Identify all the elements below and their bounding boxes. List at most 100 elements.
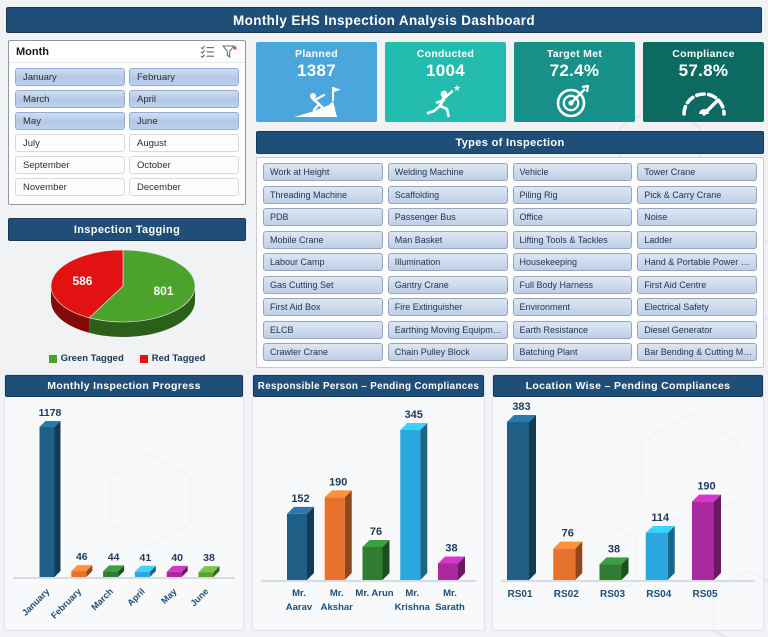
type-button[interactable]: Tower Crane: [637, 163, 757, 181]
month-button-july[interactable]: July: [15, 134, 125, 152]
month-button-june[interactable]: June: [129, 112, 239, 130]
kpi-value: 1387: [296, 61, 337, 80]
type-button[interactable]: First Aid Box: [263, 298, 383, 316]
type-button[interactable]: First Aid Centre: [637, 275, 757, 294]
type-button[interactable]: Chain Pulley Block: [387, 343, 508, 361]
month-button-december[interactable]: December: [129, 178, 239, 196]
type-button[interactable]: Gantry Crane: [387, 275, 508, 294]
type-button[interactable]: Environment: [512, 298, 633, 316]
bar-category-label: June: [188, 586, 210, 608]
type-button[interactable]: Gas Cutting Set: [263, 275, 383, 294]
type-button[interactable]: Illumination: [387, 253, 508, 271]
bar-category-label: RS03: [600, 589, 625, 600]
bar-value-label: 383: [512, 401, 530, 413]
target-arrow-icon: [549, 83, 601, 124]
type-button[interactable]: Threading Machine: [263, 185, 383, 204]
bar-category-label: Mr.: [330, 588, 344, 599]
type-button[interactable]: Welding Machine: [387, 163, 508, 181]
bar-value-label: 190: [697, 481, 715, 493]
bar-mr-akshar[interactable]: [324, 490, 352, 580]
type-button[interactable]: Work at Height: [263, 163, 383, 181]
type-button[interactable]: Fire Extinguisher: [387, 298, 508, 316]
type-button[interactable]: Passenger Bus: [387, 208, 508, 226]
bar-value-label: 345: [405, 409, 423, 421]
pie-data-label: 586: [72, 274, 92, 288]
page-title: Monthly EHS Inspection Analysis Dashboar…: [6, 7, 762, 33]
kpi-label: Target Met: [546, 48, 603, 60]
type-button[interactable]: Earthing Moving Equipm…: [387, 320, 508, 339]
bar-june[interactable]: [198, 566, 220, 577]
month-button-august[interactable]: August: [129, 134, 239, 152]
type-button[interactable]: Labour Camp: [263, 253, 383, 271]
month-button-january[interactable]: January: [15, 68, 125, 86]
type-button[interactable]: Batching Plant: [512, 343, 633, 361]
legend-item: Red Tagged: [139, 353, 205, 364]
type-button[interactable]: Vehicle: [512, 163, 633, 181]
month-button-november[interactable]: November: [15, 178, 125, 196]
kpi-card-target-met: Target Met 72.4%: [514, 42, 635, 122]
type-button[interactable]: Noise: [637, 208, 757, 226]
bar-value-label: 40: [171, 552, 183, 564]
type-button[interactable]: Piling Rig: [512, 185, 633, 204]
type-button[interactable]: Office: [512, 208, 633, 226]
bar-category-label: Sarath: [435, 602, 465, 613]
kpi-row: Planned 1387 Conducted 1004 ★: [256, 42, 764, 122]
month-slicer: Month January February March April May June Ju…: [8, 40, 246, 205]
month-button-february[interactable]: February: [129, 68, 239, 86]
type-button[interactable]: PDB: [263, 208, 383, 226]
bar-march[interactable]: [103, 565, 125, 577]
responsible-person-pending-chart: 152 Mr. Aarav 190 Mr. Akshar 76 Mr. Arun 345 Mr. K…: [261, 409, 476, 613]
bar-rs05[interactable]: [692, 494, 721, 580]
bar-value-label: 38: [445, 542, 457, 554]
type-button[interactable]: Ladder: [637, 230, 757, 249]
type-button[interactable]: Crawler Crane: [263, 343, 383, 361]
type-button[interactable]: Mobile Crane: [263, 230, 383, 249]
type-button[interactable]: Electrical Safety: [637, 298, 757, 316]
bar-january[interactable]: [39, 421, 61, 577]
type-button[interactable]: Diesel Generator: [637, 320, 757, 339]
type-button[interactable]: Earth Resistance: [512, 320, 633, 339]
type-button[interactable]: ELCB: [263, 320, 383, 339]
bar-rs03[interactable]: [599, 557, 629, 580]
type-button[interactable]: Hand & Portable Power …: [637, 253, 757, 271]
bar-mr-krishna[interactable]: [400, 423, 428, 580]
pie-slice-green-tagged[interactable]: [88, 249, 196, 323]
month-button-april[interactable]: April: [129, 90, 239, 108]
bar-mr-arun[interactable]: [362, 539, 390, 580]
type-button[interactable]: Pick & Carry Crane: [637, 185, 757, 204]
type-button[interactable]: Man Basket: [387, 230, 508, 249]
type-button[interactable]: Bar Bending & Cutting M…: [637, 343, 757, 361]
bar-category-label: Mr. Arun: [355, 588, 393, 599]
bar-april[interactable]: [134, 565, 156, 577]
bar-rs04[interactable]: [645, 525, 675, 580]
clear-filter-icon[interactable]: [222, 45, 238, 58]
types-of-inspection-header: Types of Inspection: [256, 131, 764, 154]
bar-february[interactable]: [71, 565, 93, 577]
bar-value-label: 38: [203, 552, 215, 564]
month-button-september[interactable]: September: [15, 156, 125, 174]
type-button[interactable]: Full Body Harness: [512, 275, 633, 294]
type-button[interactable]: Housekeeping: [512, 253, 633, 271]
type-button[interactable]: Lifting Tools & Tackles: [512, 230, 633, 249]
bar-mr-sarath[interactable]: [438, 556, 465, 580]
multi-select-icon[interactable]: [200, 45, 215, 58]
month-button-march[interactable]: March: [15, 90, 125, 108]
month-button-october[interactable]: October: [129, 156, 239, 174]
month-button-may[interactable]: May: [15, 112, 125, 130]
bar-rs01[interactable]: [507, 415, 536, 580]
climber-flag-icon: [291, 83, 343, 124]
kpi-value: 57.8%: [678, 61, 729, 80]
pie-slice-red-tagged[interactable]: [50, 249, 124, 319]
kpi-card-conducted: Conducted 1004 ★: [385, 42, 506, 122]
bar-value-label: 41: [140, 552, 152, 564]
type-button[interactable]: Scaffolding: [387, 185, 508, 204]
pie-side-red: [51, 286, 90, 333]
bar-category-label: Mr.: [443, 588, 457, 599]
bar-rs02[interactable]: [553, 541, 583, 580]
bar-mr-aarav[interactable]: [287, 506, 314, 580]
gauge-icon: [676, 83, 732, 124]
bar-value-label: 76: [562, 528, 574, 540]
bar-category-label: January: [20, 586, 51, 617]
bar-may[interactable]: [166, 565, 188, 577]
inspection-tagging-pie-chart: 801 586: [50, 249, 196, 337]
